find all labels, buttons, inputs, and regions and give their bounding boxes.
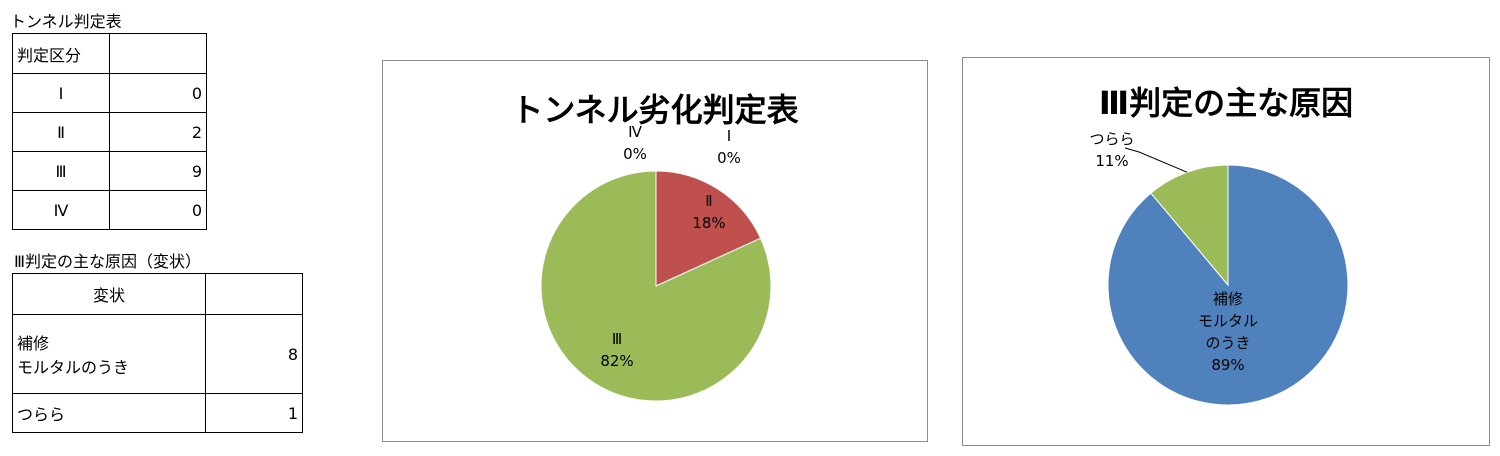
- chart2-title: Ⅲ判定の主な原因: [1098, 84, 1354, 122]
- chart1-data-label: Ⅰ 0%: [717, 127, 741, 167]
- table1-header: 判定区分: [12, 33, 110, 74]
- table2-row-value: 8: [205, 314, 303, 394]
- table-row: Ⅱ 2: [12, 112, 207, 152]
- table-row: Ⅲ 9: [12, 151, 207, 191]
- table1-header-value: [109, 33, 207, 74]
- table1-row-value: 9: [109, 151, 207, 191]
- deterioration-pie-chart: トンネル劣化判定表 Ⅰ 0% Ⅱ 18% Ⅲ 82% Ⅳ 0%: [382, 60, 928, 442]
- table2-header-value: [205, 273, 303, 315]
- chart2-leader-line: [1124, 147, 1188, 173]
- table-row: 補修 モルタルのうき 8: [12, 314, 303, 394]
- cause-pie-chart: Ⅲ判定の主な原因 補修モルタルのうき 89% つらら 11%: [962, 57, 1490, 446]
- judgement-table: 判定区分 Ⅰ 0 Ⅱ 2 Ⅲ 9 Ⅳ 0: [12, 33, 207, 230]
- chart1-slice-2: [655, 170, 762, 287]
- table2-row-label-line1: 補修: [17, 334, 50, 353]
- chart1-data-label: Ⅳ 0%: [623, 123, 647, 163]
- table1-row-label: Ⅳ: [12, 190, 110, 230]
- chart2-data-label: 補修モルタルのうき 89%: [1198, 290, 1258, 374]
- table2-row-label: 補修 モルタルのうき: [12, 314, 206, 394]
- table1-row-value: 0: [109, 73, 207, 113]
- table2-caption: Ⅲ判定の主な原因（変状）: [14, 252, 202, 271]
- table1-caption: トンネル判定表: [10, 12, 122, 31]
- table1-row-label: Ⅰ: [12, 73, 110, 113]
- table2-row-label-line2: モルタルのうき: [17, 358, 130, 377]
- chart1-data-label: Ⅲ 82%: [600, 330, 633, 370]
- table1-row-value: 0: [109, 190, 207, 230]
- cause-table: 変状 補修 モルタルのうき 8 つらら 1: [12, 273, 303, 433]
- table2-header: 変状: [12, 273, 206, 315]
- chart1-title: トンネル劣化判定表: [511, 91, 799, 129]
- table2-row-value: 1: [205, 393, 303, 433]
- table2-row-label: つらら: [12, 393, 206, 433]
- chart1-slice-3: [540, 170, 772, 402]
- chart1-plot: Ⅰ 0% Ⅱ 18% Ⅲ 82% Ⅳ 0%: [540, 123, 772, 402]
- chart1-data-label: Ⅱ 18%: [692, 192, 725, 232]
- table-row: Ⅰ 0: [12, 73, 207, 113]
- table-row: Ⅳ 0: [12, 190, 207, 230]
- table1-row-label: Ⅲ: [12, 151, 110, 191]
- chart2-data-label: つらら 11%: [1089, 130, 1134, 170]
- table1-row-label: Ⅱ: [12, 112, 110, 152]
- table1-row-value: 2: [109, 112, 207, 152]
- table-row: つらら 1: [12, 393, 303, 433]
- chart2-plot: 補修モルタルのうき 89% つらら 11%: [1089, 130, 1349, 406]
